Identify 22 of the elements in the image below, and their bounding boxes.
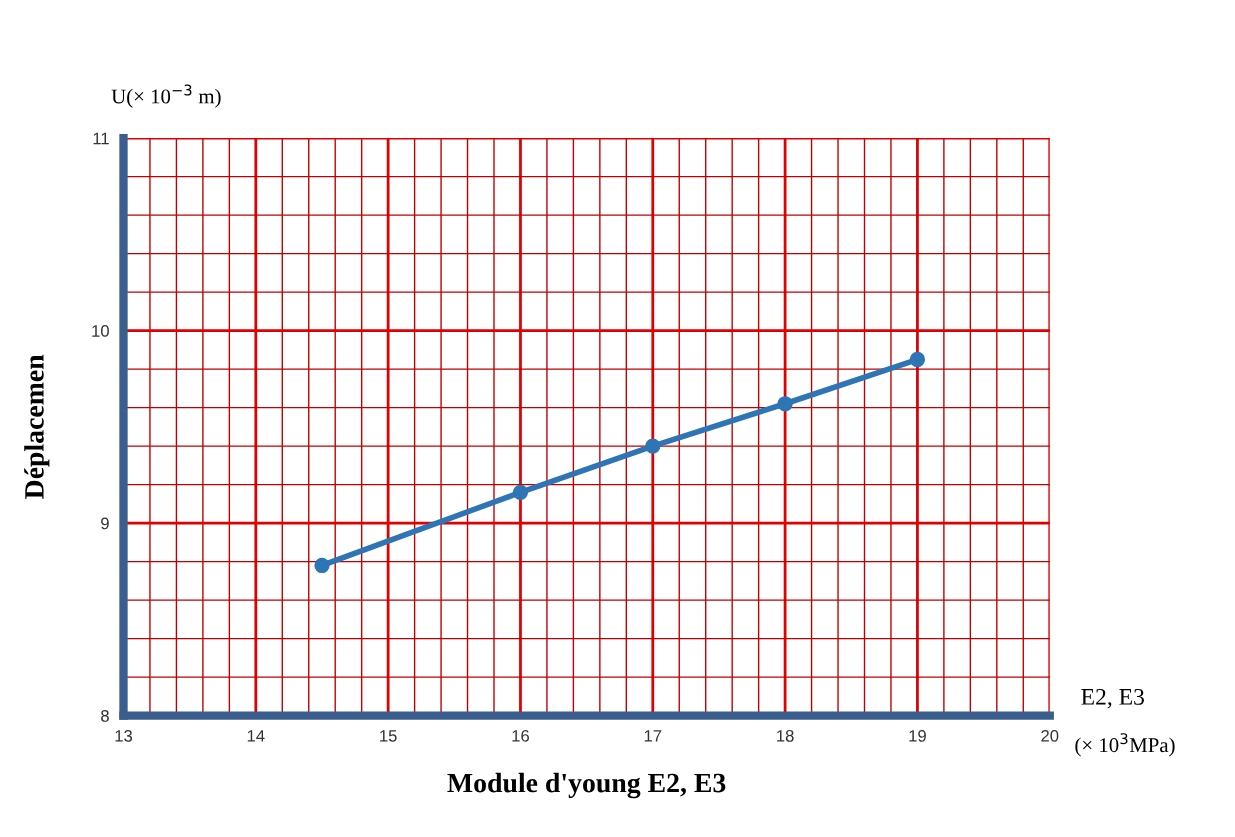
x-tick-label: 19 [909, 729, 926, 742]
x-tick-label: 20 [1041, 729, 1059, 742]
point [314, 557, 330, 574]
point [777, 396, 793, 412]
text: U(× 10$^{−3}$ m) [111, 84, 221, 108]
text: E2, E3 [1081, 688, 1144, 709]
x-tick-label: 16 [512, 729, 529, 742]
x-axis-title: Module d'young E2, E3 [447, 772, 726, 799]
x-tick-label: 14 [247, 730, 265, 742]
x-tick-label: 18 [777, 729, 794, 742]
x-tick-label: 13 [115, 729, 133, 742]
text: (× 10$^{3}$MPa) [1075, 733, 1175, 757]
y-tick-label: 10 [92, 325, 109, 337]
y-tick-label: 9 [101, 517, 109, 530]
point [512, 484, 529, 500]
y-tick-label: 11 [93, 132, 109, 145]
y-tick-label: 8 [101, 710, 109, 722]
x-tick-label: 15 [380, 730, 397, 742]
x-tick-label: 17 [644, 730, 662, 742]
y-axis-title: Déplacemen [24, 354, 50, 499]
point [645, 438, 661, 454]
point [909, 351, 926, 368]
